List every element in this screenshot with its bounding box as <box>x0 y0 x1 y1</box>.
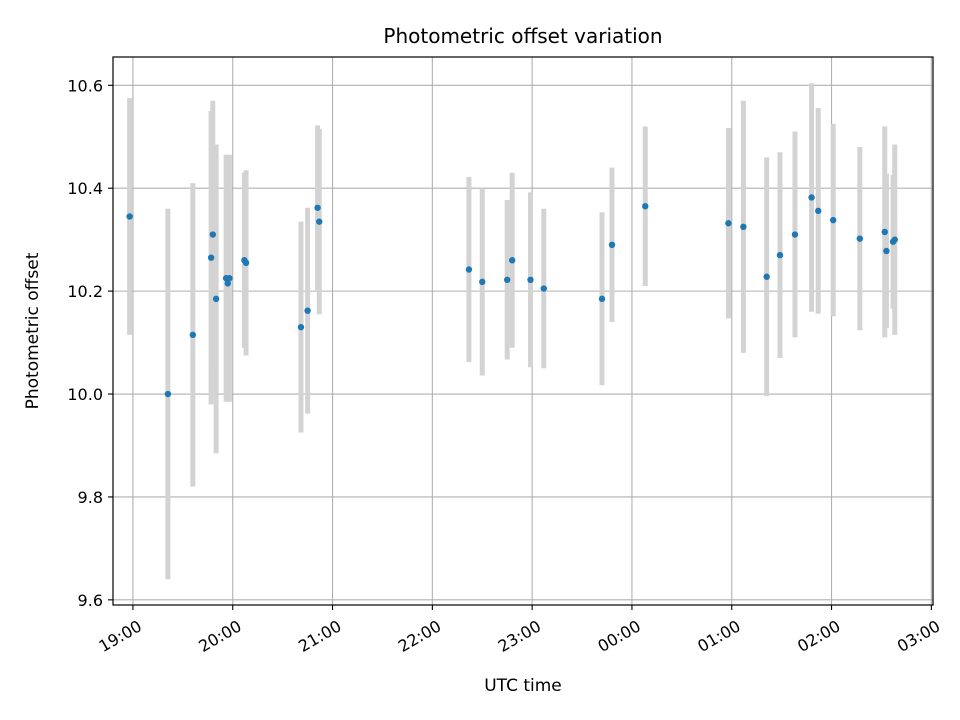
data-point <box>304 307 311 314</box>
y-tick-label: 10.6 <box>67 76 103 95</box>
data-point <box>465 266 473 273</box>
points <box>126 194 898 398</box>
data-point <box>503 276 511 284</box>
data-point <box>608 241 616 249</box>
data-point <box>540 285 547 292</box>
data-point <box>856 235 864 242</box>
data-point <box>881 228 888 236</box>
chart-title: Photometric offset variation <box>383 24 662 48</box>
data-point <box>212 295 220 303</box>
data-point <box>316 218 323 225</box>
data-point <box>314 204 321 211</box>
x-axis-title: UTC time <box>484 676 562 696</box>
data-point <box>776 251 784 259</box>
data-point <box>209 231 216 238</box>
data-point <box>527 276 534 284</box>
data-point <box>479 278 486 286</box>
data-point <box>207 254 215 261</box>
y-ticks: 9.6 9.8 10.0 10.2 10.4 10.6 <box>67 76 113 610</box>
y-tick-label: 10.0 <box>67 385 103 404</box>
y-tick-label: 9.8 <box>78 488 103 507</box>
data-point <box>883 247 890 255</box>
y-tick-label: 9.6 <box>78 591 103 610</box>
y-axis-title: Photometric offset <box>23 252 43 409</box>
data-point <box>642 203 649 210</box>
data-point <box>598 295 606 303</box>
data-point <box>226 275 233 282</box>
plot-frame <box>112 56 934 606</box>
data-point <box>725 220 732 227</box>
data-point <box>224 280 231 287</box>
data-point <box>297 323 305 331</box>
data-point <box>164 390 172 398</box>
data-point <box>891 236 898 243</box>
data-point <box>830 216 837 224</box>
y-tick-label: 10.2 <box>67 282 103 301</box>
data-point <box>242 259 250 267</box>
data-point <box>763 273 770 280</box>
data-point <box>740 223 747 231</box>
data-point <box>508 257 516 264</box>
data-point <box>808 194 815 201</box>
data-point <box>791 231 799 238</box>
data-point <box>815 207 822 215</box>
y-tick-label: 10.4 <box>67 179 103 198</box>
data-point <box>126 213 133 220</box>
data-point <box>189 331 197 339</box>
